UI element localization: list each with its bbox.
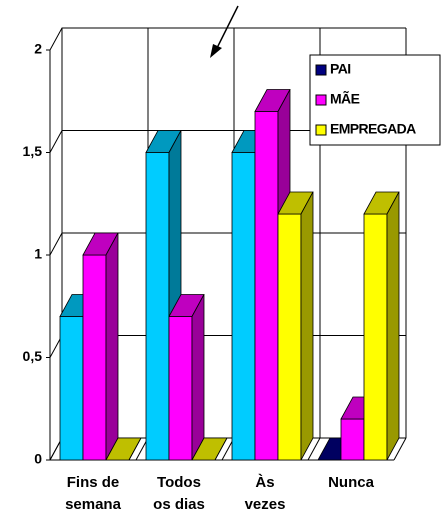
x-tick-label: Todos os dias — [153, 474, 205, 513]
x-tick-label: Às vezes — [244, 474, 286, 513]
bar-front — [363, 213, 388, 461]
grid-line — [49, 130, 406, 153]
bar-side — [191, 294, 205, 461]
legend — [309, 54, 441, 146]
bar-side — [128, 437, 142, 461]
bar-side — [386, 191, 400, 461]
bar-side — [105, 232, 119, 461]
bar-front — [168, 316, 193, 461]
bar-side — [214, 437, 228, 461]
legend-label: EMPREGADA — [330, 121, 416, 137]
bar-front — [231, 152, 256, 461]
floor-line — [307, 437, 321, 461]
y-tick-label: 1 — [34, 246, 42, 262]
legend-marker — [315, 124, 327, 136]
bar-front — [254, 111, 279, 461]
bar-front — [59, 316, 84, 461]
bar-front — [82, 254, 107, 461]
y-tick-label: 0 — [34, 451, 42, 467]
y-tick-label: 2 — [34, 41, 42, 57]
legend-label: PAI — [330, 61, 351, 77]
legend-label: MÃE — [330, 90, 360, 107]
floor-line — [393, 437, 407, 461]
grid-line — [49, 27, 406, 51]
bar-front — [145, 152, 170, 461]
y-tick-label: 1,5 — [23, 143, 43, 159]
arrow-head — [210, 44, 222, 58]
bar-side — [300, 191, 314, 461]
x-tick-label: Nunca — [328, 474, 374, 491]
x-tick-label: Fins de semana — [65, 474, 121, 513]
bar-front — [277, 213, 302, 461]
legend-marker — [315, 94, 327, 106]
bar-front — [340, 418, 365, 461]
legend-marker — [315, 64, 327, 76]
y-tick-label: 0,5 — [23, 348, 43, 364]
